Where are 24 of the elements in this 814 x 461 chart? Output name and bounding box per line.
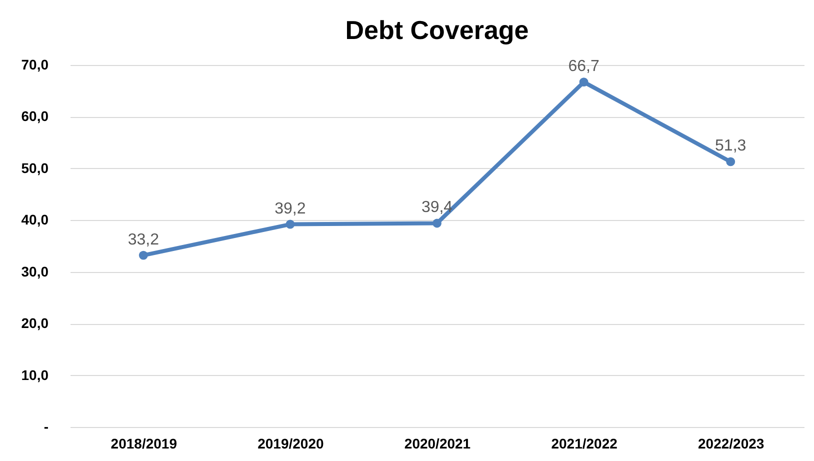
y-tick-label: 60,0 <box>21 108 49 124</box>
y-tick-label: 50,0 <box>21 160 49 176</box>
y-tick-label: 70,0 <box>21 56 49 72</box>
point <box>726 157 736 166</box>
data-label: 39,4 <box>421 199 453 216</box>
y-tick-label: - <box>44 418 49 434</box>
x-tick-label: 2022/2023 <box>698 436 764 452</box>
x-tick-label: 2021/2022 <box>551 436 618 452</box>
point <box>432 218 442 228</box>
x-tick-label: 2020/2021 <box>404 436 471 452</box>
point <box>286 220 295 229</box>
data-label: 51,3 <box>715 138 746 155</box>
x-tick-label: 2018/2019 <box>110 436 178 452</box>
x-tick-label: 2019/2020 <box>258 436 324 452</box>
point <box>579 78 588 87</box>
point <box>138 250 148 260</box>
y-tick-label: 10,0 <box>21 366 49 383</box>
chart-title: Debt Coverage <box>345 15 529 45</box>
data-label: 33,2 <box>128 231 160 248</box>
y-tick-label: 20,0 <box>21 315 49 332</box>
y-tick-label: 40,0 <box>21 212 49 228</box>
data-label: 66,7 <box>568 58 600 76</box>
y-tick-label: 30,0 <box>21 263 49 280</box>
data-label: 39,2 <box>274 200 306 218</box>
